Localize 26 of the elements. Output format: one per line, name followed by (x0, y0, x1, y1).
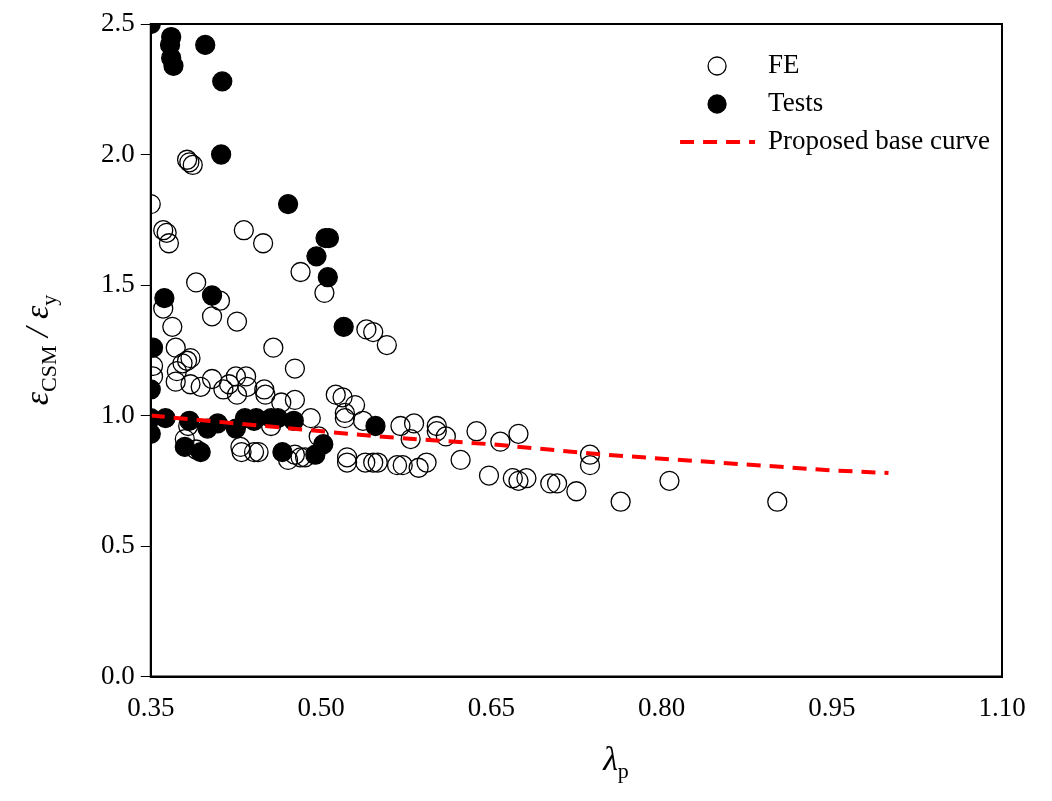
point (365, 415, 386, 437)
y-tick-label: 1.0 (101, 398, 135, 429)
point (195, 34, 216, 56)
x-tick-label: 0.35 (127, 691, 175, 722)
point (306, 246, 327, 267)
y-tick-label: 2.0 (101, 137, 135, 168)
y-tick-label: 1.5 (101, 268, 135, 299)
point (154, 287, 175, 309)
x-tick-label: 0.65 (467, 691, 515, 722)
x-tick-label: 0.95 (808, 691, 856, 722)
point (201, 285, 223, 306)
y-tick-label: 0.0 (101, 659, 135, 690)
y-tick-label: 0.5 (101, 529, 135, 560)
point (277, 193, 299, 215)
point (212, 71, 233, 92)
x-axis-title: λ$_{p}$ (601, 740, 630, 784)
x-tick-label: 1.10 (978, 691, 1026, 722)
legend-label: Tests (768, 87, 824, 118)
x-tick-label: 0.50 (297, 691, 345, 722)
y-tick-label: 2.5 (101, 7, 135, 38)
legend-label: Proposed base curve (768, 125, 991, 156)
legend-label: FE (768, 49, 800, 80)
point (210, 144, 232, 165)
point (333, 316, 354, 337)
point (317, 267, 338, 288)
x-tick-label: 0.80 (637, 691, 686, 722)
